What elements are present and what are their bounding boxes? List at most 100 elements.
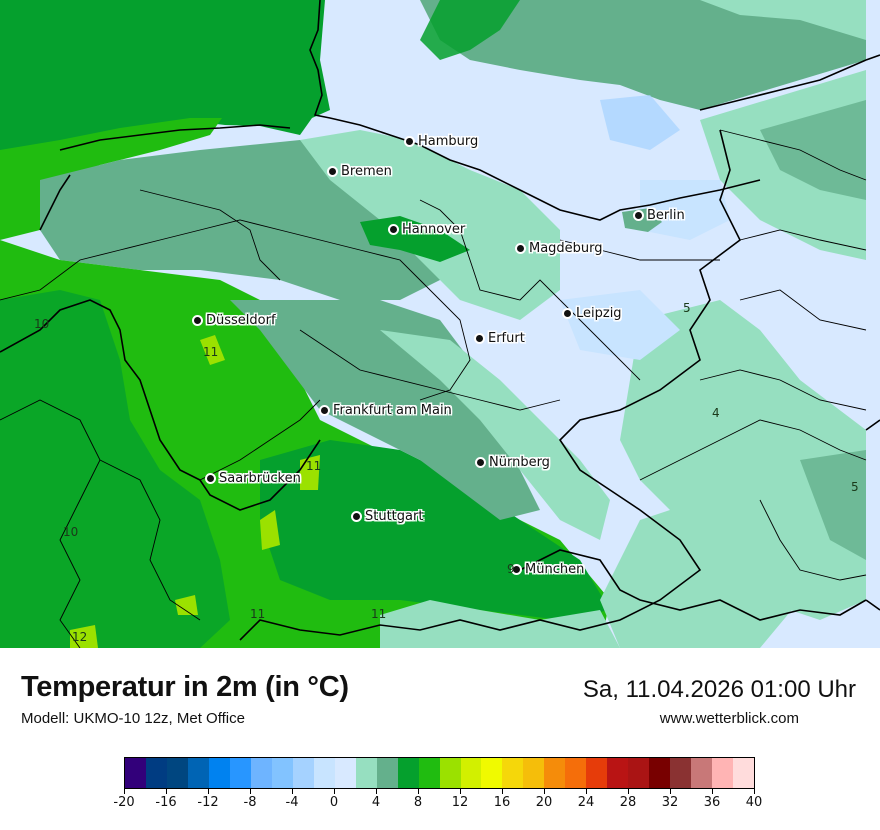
legend-tick-label: 4 bbox=[371, 795, 381, 810]
city-marker[interactable]: Hannover bbox=[388, 222, 465, 237]
legend-tick bbox=[544, 789, 545, 794]
isotherm-label: 9 bbox=[507, 562, 515, 576]
isotherm-label: 10 bbox=[34, 317, 50, 331]
legend-swatch bbox=[125, 758, 146, 788]
isotherm-label: 11 bbox=[250, 607, 266, 621]
city-marker[interactable]: Saarbrücken bbox=[205, 471, 301, 486]
legend-tick bbox=[250, 789, 251, 794]
city-dot-icon bbox=[633, 210, 644, 221]
city-label: Bremen bbox=[341, 164, 392, 179]
legend-swatch bbox=[502, 758, 524, 788]
legend-tick bbox=[502, 789, 503, 794]
legend-tick-label: 12 bbox=[451, 795, 469, 810]
legend-swatch bbox=[271, 758, 293, 788]
legend-swatch bbox=[481, 758, 503, 788]
legend-swatch bbox=[649, 758, 671, 788]
city-label: Erfurt bbox=[488, 331, 525, 346]
legend-swatch bbox=[334, 758, 356, 788]
legend-tick-label: 40 bbox=[745, 795, 763, 810]
model-info: Modell: UKMO-10 12z, Met Office bbox=[21, 710, 245, 727]
isotherm-label: 5 bbox=[851, 480, 859, 494]
isotherm-label: 11 bbox=[371, 607, 387, 621]
city-marker[interactable]: München bbox=[511, 562, 584, 577]
city-dot-icon bbox=[511, 564, 522, 575]
legend-swatch bbox=[523, 758, 545, 788]
city-marker[interactable]: Berlin bbox=[633, 208, 685, 223]
legend-swatch bbox=[670, 758, 692, 788]
city-label: Frankfurt am Main bbox=[333, 403, 452, 418]
legend-swatch bbox=[439, 758, 461, 788]
legend-tick bbox=[628, 789, 629, 794]
legend-swatch bbox=[208, 758, 230, 788]
isotherm-label: 11 bbox=[203, 345, 219, 359]
color-scale-ticks: -20 -16 -12 -8 -4 0 4 8 12 16 20 24 28 32 36 40 bbox=[113, 789, 762, 819]
temperature-field bbox=[0, 0, 880, 648]
legend-tick-label: 28 bbox=[619, 795, 637, 810]
city-marker[interactable]: Nürnberg bbox=[475, 455, 550, 470]
legend-swatch bbox=[691, 758, 713, 788]
city-dot-icon bbox=[388, 224, 399, 235]
city-dot-icon bbox=[474, 333, 485, 344]
city-marker[interactable]: Erfurt bbox=[474, 331, 525, 346]
legend-tick bbox=[376, 789, 377, 794]
city-dot-icon bbox=[327, 166, 338, 177]
forecast-datetime: Sa, 11.04.2026 01:00 Uhr bbox=[582, 676, 856, 703]
city-marker[interactable]: Leipzig bbox=[562, 306, 622, 321]
city-dot-icon bbox=[205, 473, 216, 484]
city-dot-icon bbox=[515, 243, 526, 254]
city-marker[interactable]: Stuttgart bbox=[351, 509, 423, 524]
legend-tick bbox=[292, 789, 293, 794]
legend-tick bbox=[418, 789, 419, 794]
website-link[interactable]: www.wetterblick.com bbox=[659, 710, 799, 727]
legend-swatch bbox=[628, 758, 650, 788]
legend-tick-label: -20 bbox=[113, 795, 135, 810]
city-label: Düsseldorf bbox=[206, 313, 276, 328]
legend-swatch bbox=[313, 758, 335, 788]
legend-tick-label: -12 bbox=[197, 795, 219, 810]
legend-swatch bbox=[187, 758, 209, 788]
city-dot-icon bbox=[475, 457, 486, 468]
legend-swatch bbox=[544, 758, 566, 788]
isotherm-label: 5 bbox=[683, 301, 691, 315]
legend-tick-label: 16 bbox=[493, 795, 511, 810]
city-label: Hamburg bbox=[418, 134, 479, 149]
legend-tick-label: -4 bbox=[285, 795, 299, 810]
legend-swatch bbox=[397, 758, 419, 788]
legend-swatch bbox=[166, 758, 188, 788]
temperature-map[interactable]: Hamburg Bremen Hannover Berlin Magdeburg… bbox=[0, 0, 880, 648]
legend-tick bbox=[460, 789, 461, 794]
legend-tick bbox=[124, 789, 125, 794]
legend-tick bbox=[166, 789, 167, 794]
city-marker[interactable]: Hamburg bbox=[404, 134, 478, 149]
legend-swatch bbox=[712, 758, 734, 788]
city-dot-icon bbox=[562, 308, 573, 319]
city-label: Magdeburg bbox=[529, 241, 603, 256]
city-dot-icon bbox=[351, 511, 362, 522]
legend-swatch bbox=[418, 758, 440, 788]
city-marker[interactable]: Magdeburg bbox=[515, 241, 603, 256]
legend-tick-label: 32 bbox=[661, 795, 679, 810]
color-scale-legend bbox=[124, 757, 755, 789]
legend-tick-label: 20 bbox=[535, 795, 553, 810]
legend-tick bbox=[208, 789, 209, 794]
legend-swatch bbox=[229, 758, 251, 788]
legend-tick bbox=[586, 789, 587, 794]
isotherm-label: 12 bbox=[72, 630, 88, 644]
city-marker[interactable]: Bremen bbox=[327, 164, 392, 179]
legend-swatch bbox=[376, 758, 398, 788]
legend-tick-label: 24 bbox=[577, 795, 595, 810]
legend-swatch bbox=[250, 758, 272, 788]
city-label: München bbox=[525, 562, 585, 577]
city-label: Berlin bbox=[647, 208, 685, 223]
legend-tick bbox=[754, 789, 755, 794]
city-marker[interactable]: Frankfurt am Main bbox=[319, 403, 452, 418]
isotherm-label: 11 bbox=[306, 459, 322, 473]
legend-tick-label: 0 bbox=[329, 795, 339, 810]
legend-tick-label: 36 bbox=[703, 795, 721, 810]
legend-tick bbox=[670, 789, 671, 794]
city-marker[interactable]: Düsseldorf bbox=[192, 313, 276, 328]
city-label: Stuttgart bbox=[365, 509, 424, 524]
city-dot-icon bbox=[404, 136, 415, 147]
legend-swatch bbox=[607, 758, 629, 788]
city-dot-icon bbox=[319, 405, 330, 416]
